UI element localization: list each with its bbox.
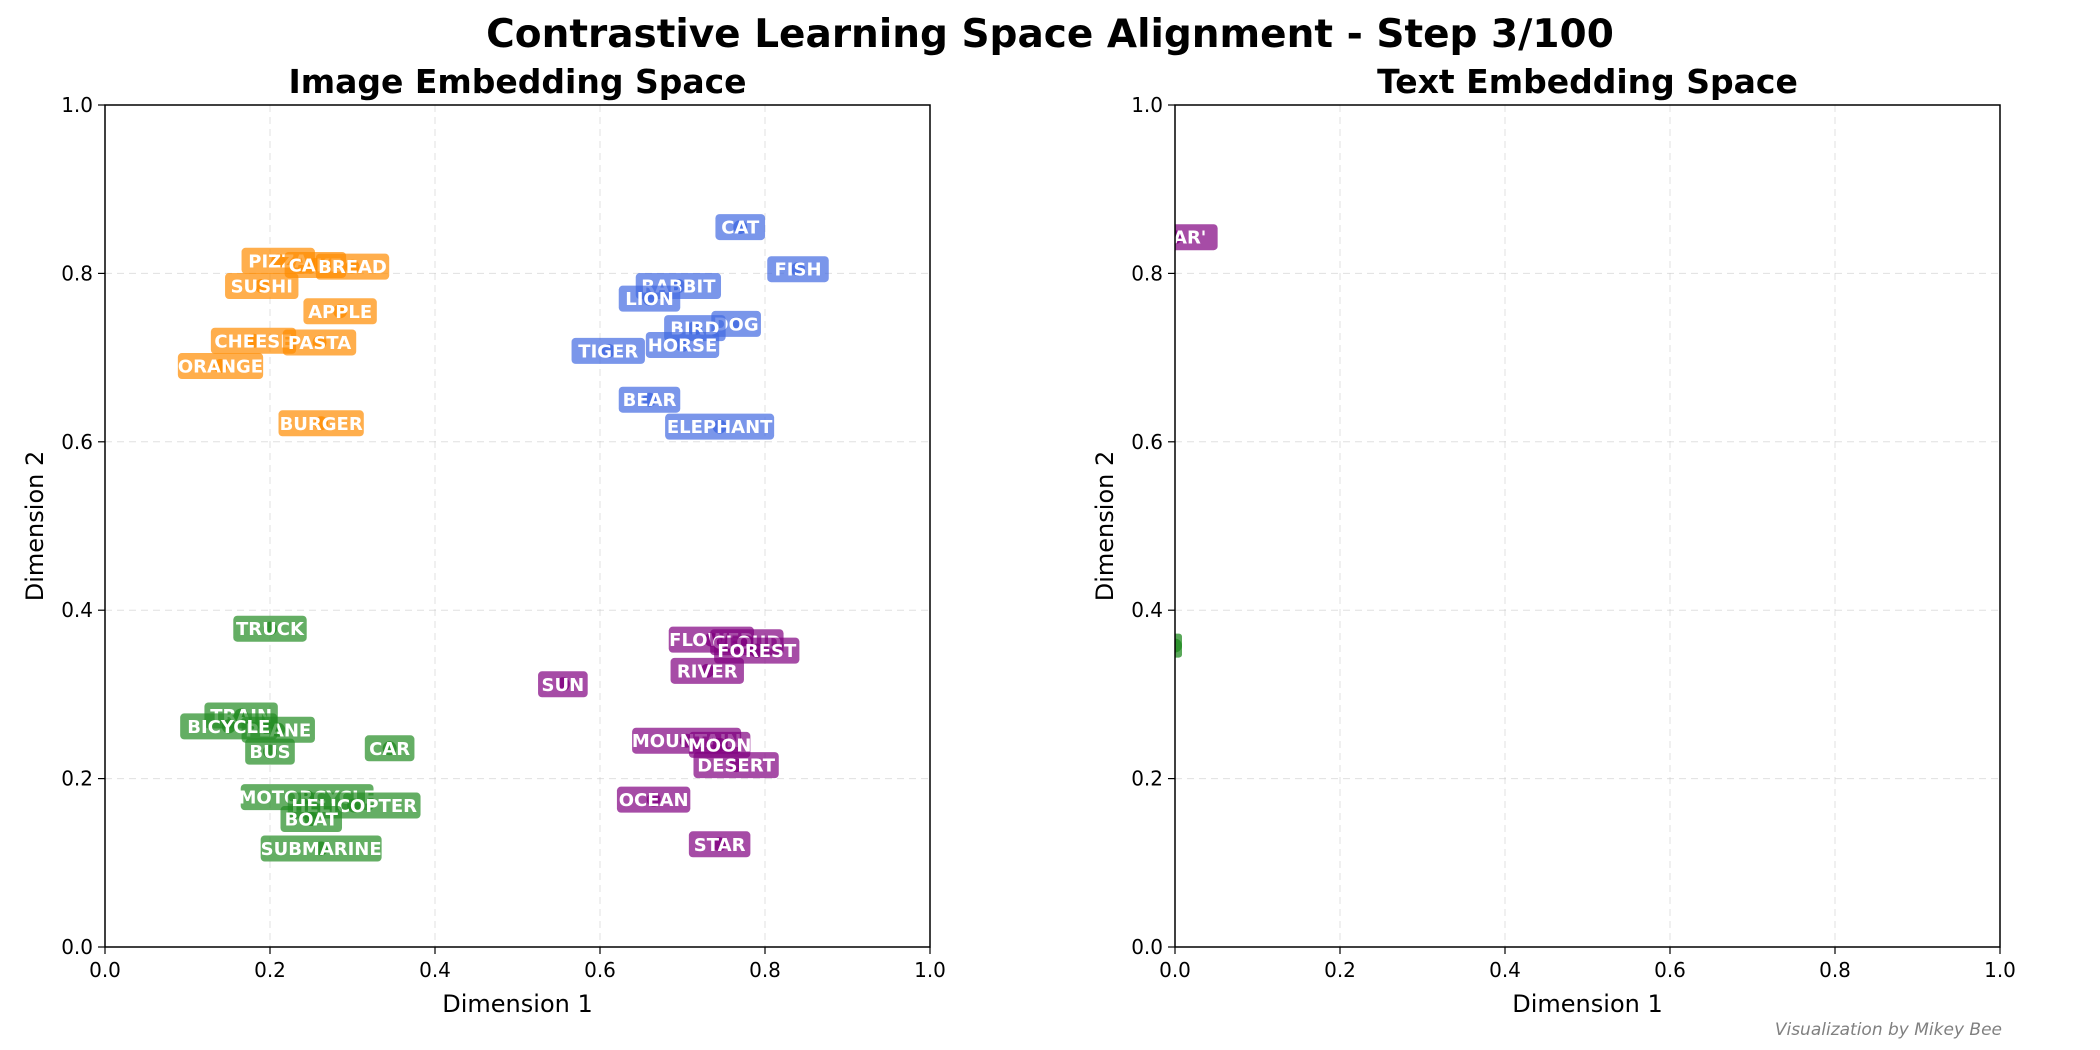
x-axis-label: Dimension 1	[442, 990, 592, 1018]
x-tick-label: 1.0	[914, 958, 946, 982]
y-axis-label: Dimension 2	[21, 451, 49, 601]
point-label-box	[1175, 224, 1218, 251]
x-tick-label: 0.4	[1489, 958, 1521, 982]
x-tick-label: 0.8	[749, 958, 781, 982]
y-tick-label: 0.2	[1131, 767, 1163, 791]
y-tick-label: 0.0	[61, 935, 93, 959]
point-label-box	[1175, 633, 1182, 658]
point-label-box	[645, 331, 720, 358]
point-label: CAR	[369, 739, 410, 760]
axes-frame	[1174, 104, 2001, 948]
point-label: LION	[625, 289, 674, 310]
y-tick-label: 1.0	[1131, 93, 1163, 117]
point-label: HORSE	[648, 335, 718, 356]
y-tick-label: 0.2	[61, 767, 93, 791]
y-tick-label: 0.8	[1131, 261, 1163, 285]
point-label: PASTA	[288, 333, 351, 354]
credit-text: Visualization by Mikey Bee	[1775, 1020, 2002, 1040]
point-label-box	[245, 738, 295, 765]
x-tick-label: 1.0	[1984, 958, 2016, 982]
point-label: BOAT	[285, 810, 339, 831]
x-tick-label: 0.8	[1819, 958, 1851, 982]
x-axis-label: Dimension 1	[1512, 990, 1662, 1018]
point-label: BICYCLE	[187, 717, 270, 738]
point-label-box	[571, 337, 645, 364]
axes-frame	[104, 104, 931, 948]
point-label: BURGER	[280, 414, 363, 435]
point-label-box	[180, 713, 278, 740]
y-tick-label: 1.0	[61, 93, 93, 117]
point-label-box	[665, 413, 775, 440]
x-tick-label: 0.0	[89, 958, 121, 982]
points-layer: 'STAR'	[1144, 224, 1218, 658]
point-label: APPLE	[308, 302, 372, 323]
point-label-box	[688, 731, 751, 758]
point-label: SUBMARINE	[261, 839, 382, 860]
point-label: OCEAN	[619, 790, 689, 811]
point-label: STAR	[694, 835, 746, 856]
point-label: MOON	[688, 735, 752, 756]
point-label-box	[618, 285, 681, 312]
point-label: TRUCK	[236, 619, 305, 640]
point-label-box	[616, 786, 691, 813]
point-label-box	[210, 327, 297, 354]
point-label-box	[303, 298, 377, 325]
point-label-box	[715, 214, 766, 241]
point-label: ELEPHANT	[667, 417, 773, 438]
y-axis-label: Dimension 2	[1091, 451, 1119, 601]
y-tick-label: 0.4	[1131, 598, 1163, 622]
point-label-box	[767, 256, 829, 283]
point-label-box	[618, 386, 681, 413]
x-tick-label: 0.6	[1654, 958, 1686, 982]
point-label: FISH	[774, 260, 821, 281]
point-label: 'STAR'	[1144, 228, 1207, 249]
point-label-box	[260, 835, 382, 862]
text-embedding-plot: 0.0 0.2 0.4 0.6 0.8 1.0 0.0 0.2 0.4 0.6 0.8 1.0 Dime…	[1091, 62, 2016, 1018]
point-label-box	[670, 657, 744, 684]
y-tick-label: 0.0	[1131, 935, 1163, 959]
point-label: BREAD	[318, 257, 387, 278]
point-label-box	[225, 273, 299, 300]
point-label-box	[280, 806, 343, 833]
point-label: SUN	[542, 675, 585, 696]
figure-title: Contrastive Learning Space Alignment - S…	[486, 12, 1614, 57]
x-tick-label: 0.2	[1324, 958, 1356, 982]
point-label-box	[177, 353, 264, 380]
point-label: SUSHI	[231, 277, 293, 298]
x-tick-label: 0.6	[584, 958, 616, 982]
y-tick-label: 0.4	[61, 598, 93, 622]
x-tick-label: 0.4	[419, 958, 451, 982]
image-embedding-plot: 0.0 0.2 0.4 0.6 0.8 1.0 0.0 0.2 0.4 0.6 0.8 1.0 Dime…	[21, 62, 946, 1018]
point-label: CAT	[721, 218, 760, 239]
subplot-title: Image Embedding Space	[288, 62, 746, 101]
point-label-box	[364, 735, 415, 762]
point-label-box	[693, 752, 779, 779]
point-label: RIVER	[677, 661, 738, 682]
point-label: CHEESE	[214, 331, 292, 352]
x-tick-label: 0.2	[254, 958, 286, 982]
y-tick-label: 0.8	[61, 261, 93, 285]
point-label: BEAR	[623, 390, 677, 411]
point-label-box	[538, 671, 588, 698]
point-label: BUS	[249, 742, 290, 763]
point-label-box	[282, 329, 357, 356]
point-label-box	[714, 637, 800, 664]
subplot-title: Text Embedding Space	[1377, 62, 1798, 101]
x-tick-label: 0.0	[1159, 958, 1191, 982]
point-label: DESERT	[697, 756, 776, 777]
point-label-box	[315, 253, 390, 280]
point-label: FOREST	[717, 641, 797, 662]
point-label-box	[233, 615, 307, 642]
point-label: ORANGE	[178, 357, 263, 378]
y-tick-label: 0.6	[1131, 430, 1163, 454]
point-label-box	[688, 831, 751, 858]
y-tick-label: 0.6	[61, 430, 93, 454]
points-layer: CATFISHRABBITLIONDOGBIRDHORSETIGERBEAREL…	[177, 214, 829, 862]
point-label: TIGER	[578, 341, 638, 362]
point-label-box	[278, 410, 364, 437]
